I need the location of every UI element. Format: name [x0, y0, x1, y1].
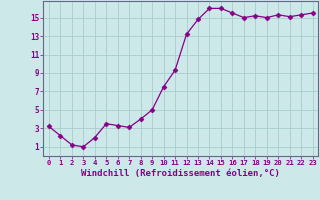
X-axis label: Windchill (Refroidissement éolien,°C): Windchill (Refroidissement éolien,°C) [81, 169, 280, 178]
